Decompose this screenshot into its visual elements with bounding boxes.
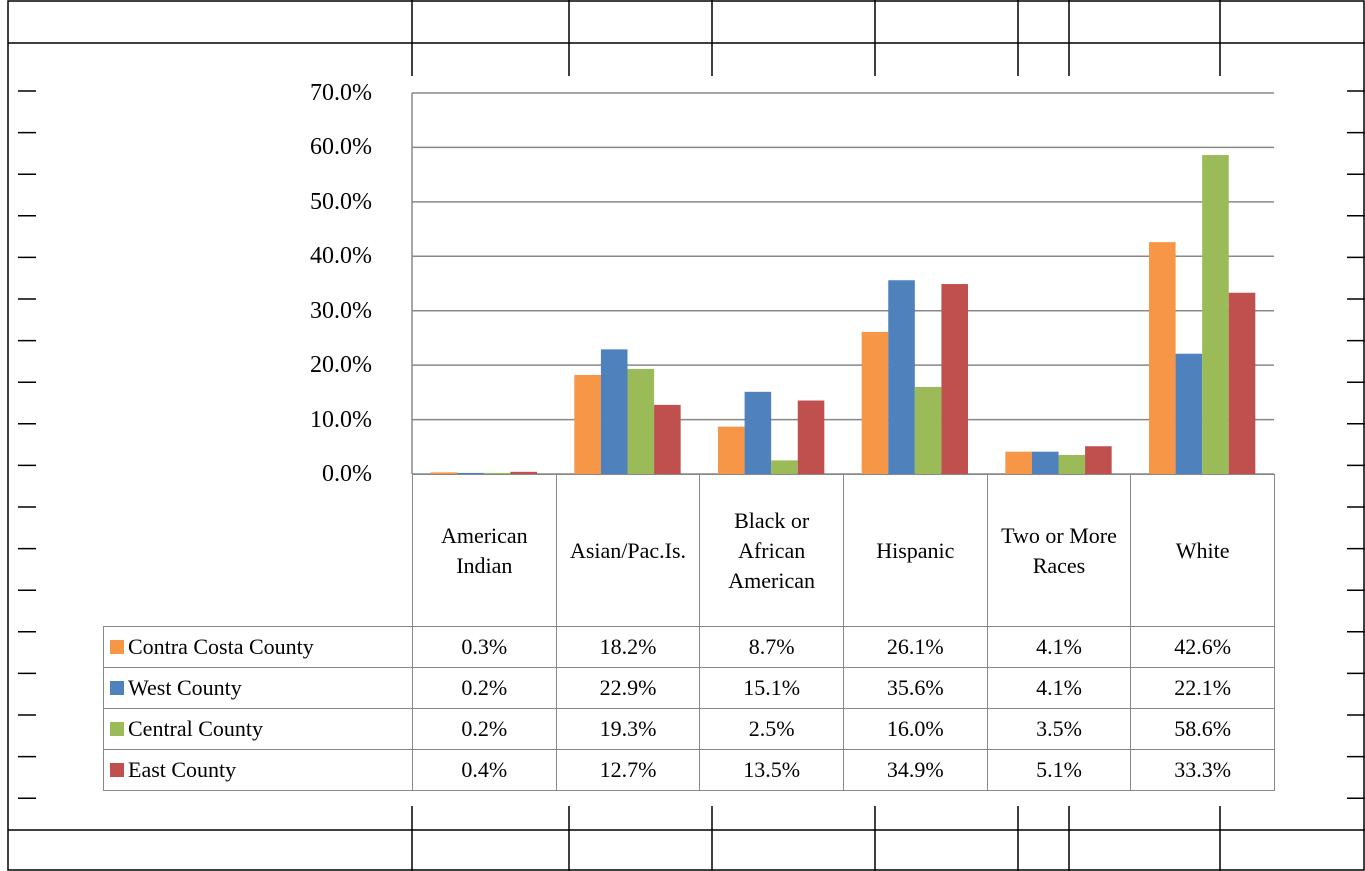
table-value: 18.2% [555, 626, 701, 668]
bar [797, 400, 825, 474]
table-value: 34.9% [843, 749, 988, 791]
legend-swatch [110, 763, 124, 777]
table-value: 5.1% [986, 749, 1132, 791]
table-value: 0.3% [412, 626, 557, 668]
table-value: 0.4% [412, 749, 557, 791]
legend-entry: West County [103, 667, 413, 709]
table-value: 2.5% [699, 708, 844, 750]
y-tick-label: 40.0% [310, 243, 372, 270]
y-tick-label: 0.0% [322, 461, 372, 487]
legend-label: Central County [128, 716, 264, 741]
bar [654, 404, 681, 474]
category-header: American Indian [412, 474, 557, 627]
bar [888, 280, 915, 474]
legend-swatch [110, 722, 124, 736]
table-value: 15.1% [699, 667, 844, 709]
legend-entry: East County [103, 749, 413, 791]
table-value: 26.1% [843, 626, 988, 668]
y-tick-label: 70.0% [310, 80, 372, 106]
bar [574, 374, 601, 474]
table-value: 3.5% [986, 708, 1132, 750]
bar [430, 472, 458, 474]
bar [627, 368, 655, 474]
bar [1058, 454, 1086, 474]
category-header: Black or African American [699, 474, 844, 627]
legend-label: West County [128, 675, 242, 700]
sheet-lines [7, 0, 1365, 871]
table-value: 16.0% [843, 708, 988, 750]
table-value: 4.1% [986, 667, 1132, 709]
bar [1228, 292, 1256, 474]
table-value: 19.3% [555, 708, 701, 750]
table-value: 22.1% [1130, 667, 1275, 709]
bar [861, 331, 889, 474]
table-value: 0.2% [412, 708, 557, 750]
category-header: Two or More Races [986, 474, 1132, 627]
bar [771, 460, 798, 474]
bar [1202, 155, 1229, 474]
bar [457, 472, 484, 474]
table-value: 35.6% [843, 667, 988, 709]
y-tick-label: 10.0% [310, 406, 372, 433]
table-value: 12.7% [555, 749, 701, 791]
bar [718, 426, 745, 474]
bar [1031, 451, 1059, 474]
table-value: 33.3% [1130, 749, 1275, 791]
category-header: Asian/Pac.Is. [555, 474, 701, 627]
bar [600, 349, 628, 474]
category-header: Hispanic [843, 474, 988, 627]
table-value: 58.6% [1130, 708, 1275, 750]
bar [744, 391, 772, 474]
table-value: 0.2% [412, 667, 557, 709]
legend-entry: Central County [103, 708, 413, 750]
bar [1005, 451, 1032, 474]
sheet-row-marks [18, 90, 1365, 799]
legend-swatch [110, 640, 124, 654]
legend-entry: Contra Costa County [103, 626, 413, 668]
y-tick-label: 60.0% [310, 134, 372, 161]
y-tick-label: 30.0% [310, 297, 372, 324]
y-tick-label: 20.0% [310, 352, 372, 379]
table-value: 42.6% [1130, 626, 1275, 668]
table-value: 4.1% [986, 626, 1132, 668]
bar [914, 386, 942, 474]
legend-swatch [110, 681, 124, 695]
legend-label: Contra Costa County [128, 634, 314, 659]
table-value: 22.9% [555, 667, 701, 709]
y-tick-label: 50.0% [310, 188, 372, 215]
category-header: White [1130, 474, 1275, 627]
table-value: 8.7% [699, 626, 844, 668]
legend-label: East County [128, 757, 237, 782]
bar [1175, 353, 1203, 474]
bar [1085, 446, 1112, 474]
bar [483, 472, 511, 474]
bar [941, 284, 968, 474]
bar [510, 471, 537, 474]
table-value: 13.5% [699, 749, 844, 791]
bar [1149, 242, 1176, 474]
